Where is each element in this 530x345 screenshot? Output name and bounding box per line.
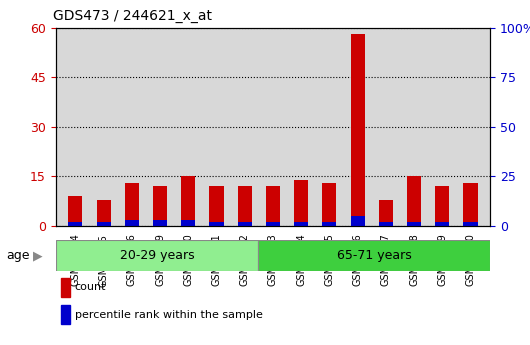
Bar [68,196,83,226]
Bar [68,222,83,226]
Text: 65-71 years: 65-71 years [337,249,412,262]
Bar [407,176,421,226]
Text: age: age [6,249,30,262]
Bar [209,222,224,226]
Bar [294,222,308,226]
Bar [463,222,478,226]
Bar [56,240,259,271]
Bar [181,176,196,226]
Bar [153,186,167,226]
Text: 20-29 years: 20-29 years [120,249,195,262]
Bar [350,216,365,226]
Bar [237,186,252,226]
Bar [379,199,393,226]
Bar [463,183,478,226]
Bar [266,222,280,226]
Text: GDS473 / 244621_x_at: GDS473 / 244621_x_at [53,9,212,23]
Text: count: count [75,283,106,292]
Bar [294,180,308,226]
Bar [350,34,365,226]
Bar [153,220,167,226]
Bar [237,222,252,226]
Bar [181,220,196,226]
Bar [407,222,421,226]
Bar [96,222,111,226]
Bar [379,222,393,226]
Bar [435,186,449,226]
Bar [259,240,490,271]
Text: percentile rank within the sample: percentile rank within the sample [75,310,262,320]
Bar [209,186,224,226]
Text: ▶: ▶ [33,249,43,263]
Bar [125,183,139,226]
Bar [435,222,449,226]
Bar [266,186,280,226]
Bar [96,199,111,226]
Bar [322,222,337,226]
Bar [322,183,337,226]
Bar [125,220,139,226]
